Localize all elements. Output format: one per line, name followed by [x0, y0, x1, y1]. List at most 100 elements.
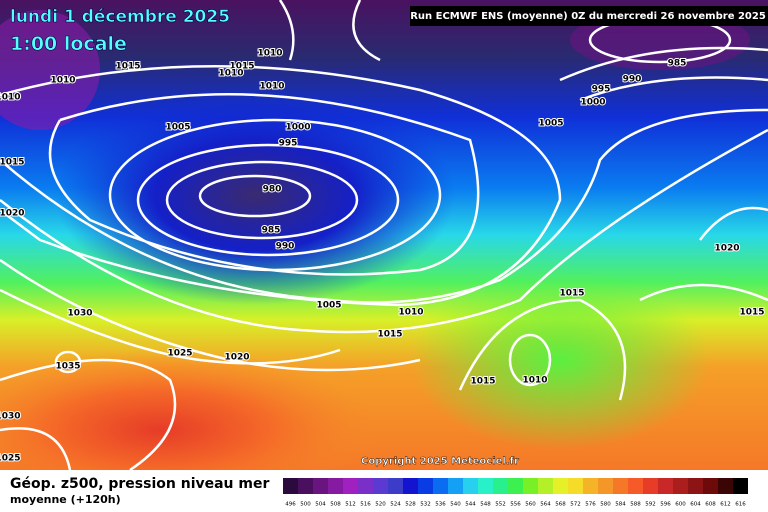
isobars — [0, 0, 768, 470]
isobar-label: 1015 — [115, 62, 140, 72]
legend-swatch — [508, 478, 523, 494]
legend-swatch — [433, 478, 448, 494]
isobar-label: 1035 — [55, 362, 80, 372]
isobar-label: 1015 — [739, 308, 764, 318]
legend-label: 584 — [615, 502, 626, 508]
isobar-label: 1015 — [377, 330, 402, 340]
legend-label: 544 — [465, 502, 476, 508]
legend-swatch — [448, 478, 463, 494]
legend-swatch — [673, 478, 688, 494]
legend-label: 604 — [690, 502, 701, 508]
isobar-label: 980 — [263, 185, 282, 195]
isobar-label: 1005 — [538, 119, 563, 129]
legend-swatch — [388, 478, 403, 494]
legend-swatch — [613, 478, 628, 494]
legend-label: 540 — [450, 502, 461, 508]
legend-swatch — [733, 478, 748, 494]
legend-label: 528 — [405, 502, 416, 508]
legend-label: 608 — [705, 502, 716, 508]
run-info: Run ECMWF ENS (moyenne) 0Z du mercredi 2… — [410, 11, 766, 22]
isobar-label: 1030 — [67, 309, 92, 319]
isobar-label: 990 — [276, 242, 295, 252]
legend-label: 616 — [735, 502, 746, 508]
isobar-label: 1010 — [257, 49, 282, 59]
isobar-label: 1000 — [580, 98, 605, 108]
legend-label: 548 — [480, 502, 491, 508]
legend-label: 592 — [645, 502, 656, 508]
legend-label: 576 — [585, 502, 596, 508]
legend-label: 572 — [570, 502, 581, 508]
legend-swatch — [493, 478, 508, 494]
isobar-label: 1010 — [0, 93, 21, 103]
isobar-label: 1020 — [0, 209, 25, 219]
legend-swatch — [643, 478, 658, 494]
legend-label: 564 — [540, 502, 551, 508]
legend-label: 560 — [525, 502, 536, 508]
legend-label: 500 — [300, 502, 311, 508]
legend-label: 588 — [630, 502, 641, 508]
legend-label: 496 — [285, 502, 296, 508]
legend-label: 524 — [390, 502, 401, 508]
legend-swatch — [598, 478, 613, 494]
legend-swatch — [628, 478, 643, 494]
date: lundi 1 décembre 2025 — [10, 7, 230, 27]
isobar-label: 1015 — [229, 62, 254, 72]
copyright: Copyright 2025 Meteociel.fr — [361, 456, 519, 467]
isobar-label: 1015 — [559, 289, 584, 299]
legend-label: 556 — [510, 502, 521, 508]
isobar-label: 1015 — [0, 158, 25, 168]
isobar-label: 1025 — [167, 349, 192, 359]
isobar-label: 995 — [592, 85, 611, 95]
legend-swatch — [358, 478, 373, 494]
legend-label: 520 — [375, 502, 386, 508]
legend-swatch — [283, 478, 298, 494]
isobar-label: 1010 — [50, 76, 75, 86]
low-area — [55, 85, 455, 305]
isobar-label: 1010 — [259, 82, 284, 92]
legend-label: 504 — [315, 502, 326, 508]
isobar-label: 1015 — [470, 377, 495, 387]
isobar-label: 1010 — [522, 376, 547, 386]
footer-subtitle: moyenne (+120h) — [10, 493, 121, 506]
legend-label: 612 — [720, 502, 731, 508]
legend-swatch — [298, 478, 313, 494]
isobar-label: 1030 — [0, 412, 21, 422]
warm-area — [0, 350, 380, 510]
legend-label: 536 — [435, 502, 446, 508]
isobar-label: 1005 — [316, 301, 341, 311]
isobar-label: 1000 — [285, 123, 310, 133]
legend-swatch — [658, 478, 673, 494]
legend-swatch — [403, 478, 418, 494]
legend-label: 512 — [345, 502, 356, 508]
legend-swatch — [478, 478, 493, 494]
isobar-label: 985 — [668, 59, 687, 69]
legend-swatch — [313, 478, 328, 494]
legend-label: 552 — [495, 502, 506, 508]
legend-label: 568 — [555, 502, 566, 508]
legend-swatch — [703, 478, 718, 494]
legend-label: 600 — [675, 502, 686, 508]
isobar-label: 1020 — [714, 244, 739, 254]
time: 1:00 locale — [10, 33, 127, 55]
legend-label: 532 — [420, 502, 431, 508]
legend-swatch — [538, 478, 553, 494]
legend-swatch — [688, 478, 703, 494]
legend-swatch — [568, 478, 583, 494]
legend-swatch — [418, 478, 433, 494]
legend-label: 580 — [600, 502, 611, 508]
legend-swatch — [343, 478, 358, 494]
run-box — [410, 6, 768, 26]
isobar-label: 1010 — [218, 69, 243, 79]
legend-swatch — [373, 478, 388, 494]
purple-area — [0, 10, 100, 130]
legend-swatch — [553, 478, 568, 494]
legend-label: 596 — [660, 502, 671, 508]
legend-swatch — [583, 478, 598, 494]
isobar-label: 1010 — [398, 308, 423, 318]
isobar-label: 1020 — [224, 353, 249, 363]
isobar-label: 985 — [262, 226, 281, 236]
legend-label: 516 — [360, 502, 371, 508]
isobar-label: 1025 — [0, 454, 21, 464]
isobar-label: 990 — [623, 75, 642, 85]
